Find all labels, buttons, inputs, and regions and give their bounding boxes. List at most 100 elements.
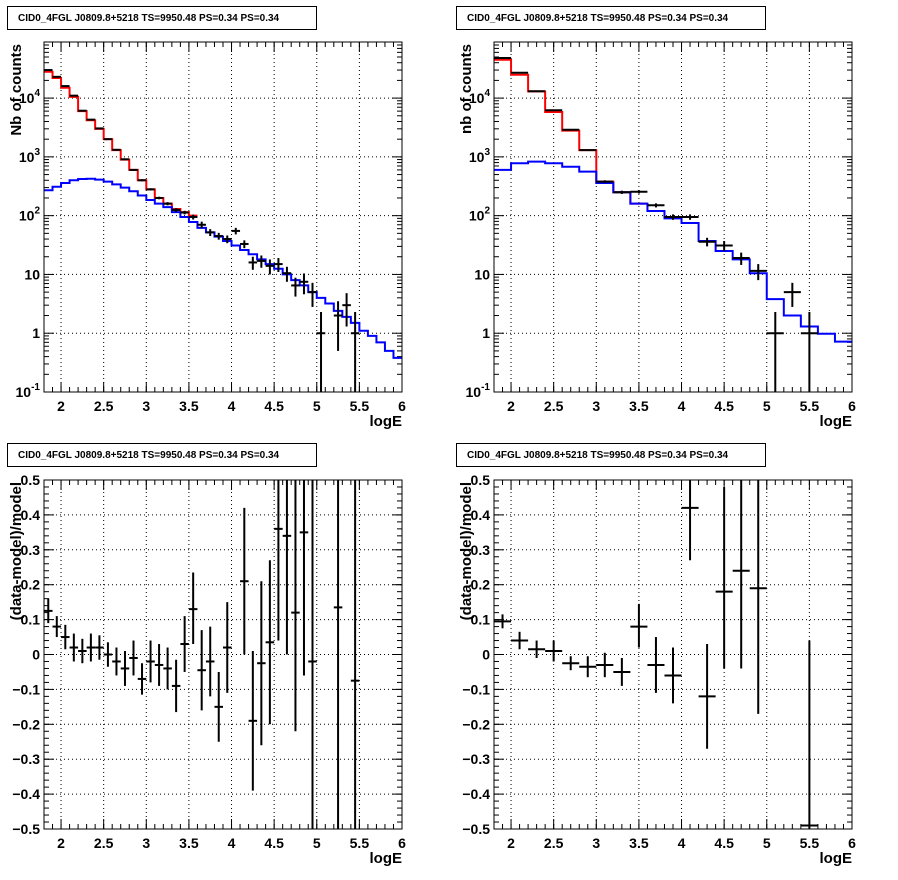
x-tick-label: 5.5: [800, 835, 820, 851]
y-tick-label: −0.2: [462, 716, 490, 732]
x-tick-label: 4: [678, 398, 686, 414]
y-tick-label: 0.2: [21, 577, 41, 593]
data-point: [205, 626, 215, 697]
data-point: [333, 301, 343, 351]
data-point: [749, 264, 767, 281]
x-tick-label: 6: [398, 398, 406, 414]
x-tick-label: 4: [678, 835, 686, 851]
data-point: [214, 671, 223, 742]
data-point: [664, 214, 682, 220]
data-point: [180, 616, 189, 672]
data-point: [749, 480, 767, 714]
data-point: [120, 651, 130, 686]
x-tick-label: 5: [313, 398, 321, 414]
data-point: [95, 127, 104, 130]
y-tick-label: 103: [469, 147, 491, 165]
data-point: [223, 235, 232, 244]
data-point: [511, 71, 529, 74]
data-point: [163, 647, 172, 690]
series-step-1: [494, 160, 852, 343]
x-tick-labels: 2 2.5 3 3.5 4 4.5 5 5.5 6: [507, 42, 856, 414]
data-point: [647, 637, 665, 693]
chart-3: 2 2.5 3 3.5 4 4.5 5 5.5 6 −0.5 −0.4 −0.3 −0.2 −0.1 0 0.…: [458, 472, 856, 867]
data-point: [511, 631, 529, 650]
data-point: [613, 190, 631, 194]
data-point: [129, 168, 138, 171]
data-point: [715, 241, 733, 252]
x-tick-label: 4.5: [264, 398, 284, 414]
data-point: [86, 633, 96, 662]
x-tick-label: 6: [848, 835, 856, 851]
data-point: [579, 656, 597, 678]
y-tick-label: −0.4: [12, 786, 40, 802]
data-point: [231, 227, 241, 235]
x-axis-title: logE: [820, 850, 853, 867]
grid: [44, 480, 402, 829]
data-point: [630, 603, 648, 648]
plot-title-bottom-right: CID0_4FGL J0809.8+5218 TS=9950.48 PS=0.3…: [456, 443, 766, 467]
data-point: [545, 109, 563, 112]
y-tick-label: −0.2: [12, 716, 40, 732]
x-tick-label: 3: [142, 398, 150, 414]
y-tick-label: 10-1: [466, 382, 491, 400]
data-point: [44, 69, 53, 72]
data-point: [299, 273, 309, 295]
data-point: [783, 282, 801, 307]
x-tick-labels: 2 2.5 3 3.5 4 4.5 5 5.5 6: [57, 480, 406, 851]
data-point: [69, 633, 79, 662]
y-tick-label: 104: [19, 88, 41, 106]
data-point: [562, 128, 580, 131]
data-point: [69, 94, 79, 97]
data-point: [350, 480, 360, 829]
y-tick-label: 104: [469, 88, 491, 106]
y-tick-label: −0.1: [12, 681, 40, 697]
y-tick-label: −0.1: [462, 681, 490, 697]
data-point: [647, 203, 665, 208]
data-point: [137, 663, 147, 695]
x-tick-label: 2.5: [94, 835, 114, 851]
data-point: [664, 647, 682, 704]
x-axis-title: logE: [370, 413, 403, 430]
data-point: [265, 560, 275, 725]
x-tick-label: 5.5: [800, 398, 820, 414]
data-point: [257, 255, 266, 268]
data-point: [95, 635, 104, 660]
data-point: [86, 118, 96, 121]
minor-ticks: [493, 41, 853, 392]
y-tick-label: 0: [32, 647, 40, 663]
series-step-0: [494, 58, 648, 205]
plot-area: [494, 480, 818, 829]
x-tick-label: 6: [398, 835, 406, 851]
plot-area: [44, 69, 402, 392]
plot-title-top-right: CID0_4FGL J0809.8+5218 TS=9950.48 PS=0.3…: [456, 6, 766, 30]
x-tick-label: 4: [228, 398, 236, 414]
data-point: [197, 630, 206, 711]
data-point: [205, 229, 215, 237]
data-point: [528, 640, 546, 658]
x-tick-label: 5: [313, 835, 321, 851]
data-point: [78, 109, 87, 112]
y-tick-labels: −0.5 −0.4 −0.3 −0.2 −0.1 0 0.1 0.2 0.3 0.4 0.5: [12, 472, 402, 837]
y-tick-label: 102: [19, 206, 41, 224]
x-tick-label: 4.5: [264, 835, 284, 851]
x-tick-label: 2: [507, 835, 515, 851]
y-tick-label: 103: [19, 147, 41, 165]
data-point: [154, 196, 164, 200]
data-point: [698, 237, 716, 247]
y-tick-label: 0.1: [21, 612, 41, 628]
y-tick-label: 10: [474, 266, 490, 282]
x-tick-label: 3.5: [629, 835, 649, 851]
y-axis-title: nb of counts: [458, 44, 475, 134]
data-point: [112, 647, 121, 676]
data-point: [257, 581, 266, 746]
data-point: [163, 202, 172, 206]
data-point: [282, 266, 292, 282]
x-tick-label: 4.5: [714, 835, 734, 851]
data-point: [732, 480, 750, 669]
chart-1: 2 2.5 3 3.5 4 4.5 5 5.5 6 10-1 1 10 102 103 104 logE nb …: [458, 41, 856, 430]
x-axis-title: logE: [820, 413, 853, 430]
y-tick-labels: 10-1 1 10 102 103 104: [466, 88, 852, 400]
plot-title-top-left: CID0_4FGL J0809.8+5218 TS=9950.48 PS=0.3…: [7, 6, 317, 30]
data-point: [291, 277, 300, 297]
data-point: [698, 644, 716, 749]
